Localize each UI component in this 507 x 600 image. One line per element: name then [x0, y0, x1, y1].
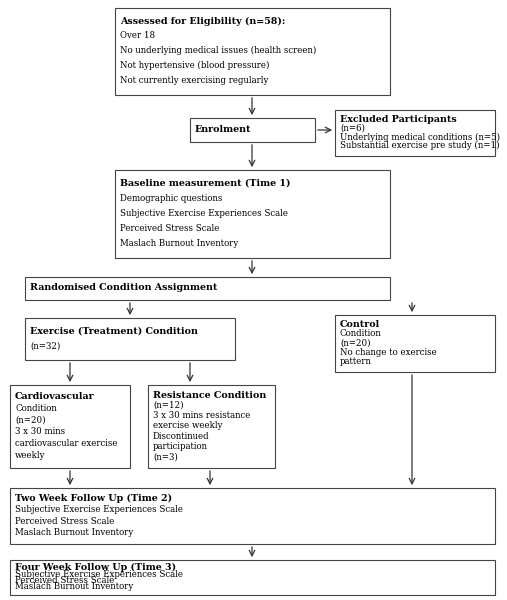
Text: Perceived Stress Scale: Perceived Stress Scale: [15, 576, 115, 585]
Text: Not currently exercising regularly: Not currently exercising regularly: [120, 76, 268, 85]
Text: Maslach Burnout Inventory: Maslach Burnout Inventory: [15, 527, 133, 536]
Text: Underlying medical conditions (n=5): Underlying medical conditions (n=5): [340, 133, 500, 142]
Text: Excluded Participants: Excluded Participants: [340, 115, 457, 124]
Text: Discontinued: Discontinued: [153, 432, 209, 441]
Bar: [335, 315, 495, 372]
Text: Condition: Condition: [15, 404, 57, 413]
Text: Maslach Burnout Inventory: Maslach Burnout Inventory: [120, 239, 238, 248]
Text: 3 x 30 mins: 3 x 30 mins: [15, 427, 65, 436]
Text: (n=20): (n=20): [15, 415, 46, 424]
Bar: [10, 488, 495, 544]
Text: cardiovascular exercise: cardiovascular exercise: [15, 439, 118, 448]
Text: Assessed for Eligibility (n=58):: Assessed for Eligibility (n=58):: [120, 16, 285, 26]
Text: Resistance Condition: Resistance Condition: [153, 391, 266, 400]
Text: participation: participation: [153, 442, 208, 451]
Text: Condition: Condition: [340, 329, 382, 338]
Text: Demographic questions: Demographic questions: [120, 194, 223, 203]
Text: Cardiovascular: Cardiovascular: [15, 392, 95, 401]
Text: Exercise (Treatment) Condition: Exercise (Treatment) Condition: [30, 326, 198, 335]
Text: Perceived Stress Scale: Perceived Stress Scale: [120, 224, 220, 233]
Bar: [25, 277, 390, 300]
Text: Substantial exercise pre study (n=1): Substantial exercise pre study (n=1): [340, 141, 499, 151]
Bar: [25, 318, 235, 360]
Bar: [115, 170, 390, 258]
Text: Subjective Exercise Experiences Scale: Subjective Exercise Experiences Scale: [15, 505, 183, 514]
Text: pattern: pattern: [340, 357, 372, 366]
Text: Subjective Exercise Experiences Scale: Subjective Exercise Experiences Scale: [120, 209, 288, 218]
Text: 3 x 30 mins resistance: 3 x 30 mins resistance: [153, 411, 250, 420]
Text: (n=6): (n=6): [340, 124, 365, 133]
Text: Not hypertensive (blood pressure): Not hypertensive (blood pressure): [120, 61, 270, 70]
Text: No change to exercise: No change to exercise: [340, 348, 437, 357]
Text: (n=12): (n=12): [153, 401, 184, 410]
Bar: [10, 385, 130, 468]
Text: Control: Control: [340, 320, 380, 329]
Text: No underlying medical issues (health screen): No underlying medical issues (health scr…: [120, 46, 316, 55]
Bar: [10, 560, 495, 595]
Text: weekly: weekly: [15, 451, 46, 460]
Text: Two Week Follow Up (Time 2): Two Week Follow Up (Time 2): [15, 494, 172, 503]
Text: Enrolment: Enrolment: [195, 125, 251, 134]
Bar: [335, 110, 495, 156]
Text: Randomised Condition Assignment: Randomised Condition Assignment: [30, 283, 218, 292]
Text: Four Week Follow Up (Time 3): Four Week Follow Up (Time 3): [15, 563, 176, 572]
Text: exercise weekly: exercise weekly: [153, 421, 223, 430]
Text: (n=3): (n=3): [153, 452, 178, 461]
Text: (n=20): (n=20): [340, 338, 371, 347]
Text: (n=32): (n=32): [30, 341, 60, 350]
Text: Subjective Exercise Experiences Scale: Subjective Exercise Experiences Scale: [15, 569, 183, 578]
Bar: [190, 118, 315, 142]
Bar: [115, 8, 390, 95]
Text: Baseline measurement (Time 1): Baseline measurement (Time 1): [120, 179, 291, 188]
Text: Perceived Stress Scale: Perceived Stress Scale: [15, 517, 115, 526]
Bar: [148, 385, 275, 468]
Text: Over 18: Over 18: [120, 31, 155, 40]
Text: Maslach Burnout Inventory: Maslach Burnout Inventory: [15, 582, 133, 591]
